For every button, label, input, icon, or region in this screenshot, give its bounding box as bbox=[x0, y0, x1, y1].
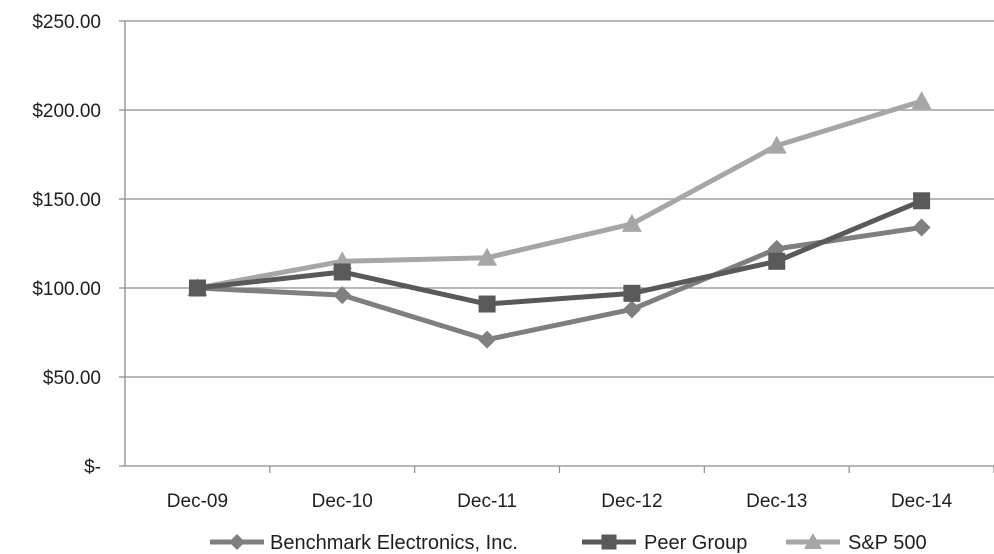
series-benchmark-electronics-inc bbox=[188, 218, 931, 349]
y-axis-tick-labels: $- $50.00 $100.00 $150.00 $200.00 $250.00 bbox=[32, 12, 101, 478]
series bbox=[187, 91, 932, 349]
x-tick-label: Dec-12 bbox=[601, 491, 662, 512]
data-point bbox=[623, 284, 641, 302]
series-line bbox=[196, 98, 923, 291]
data-point bbox=[333, 286, 352, 305]
y-tick-label: $- bbox=[84, 457, 101, 478]
legend-item: Peer Group bbox=[582, 532, 747, 554]
data-point bbox=[622, 300, 641, 319]
data-point bbox=[188, 279, 206, 297]
data-point bbox=[621, 213, 642, 232]
x-tick-label: Dec-11 bbox=[457, 491, 517, 512]
data-point bbox=[913, 192, 931, 210]
x-axis-tick-labels: Dec-09 Dec-10 Dec-11 Dec-12 Dec-13 Dec-14 bbox=[167, 491, 953, 512]
series-peer-group bbox=[188, 192, 931, 313]
x-tick-label: Dec-09 bbox=[167, 491, 228, 512]
legend-label: Benchmark Electronics, Inc. bbox=[270, 532, 518, 554]
y-tick-label: $200.00 bbox=[32, 101, 101, 122]
series-s-p-500 bbox=[187, 91, 932, 296]
legend-swatch-marker bbox=[804, 533, 822, 549]
data-point bbox=[766, 135, 787, 154]
axes bbox=[119, 21, 994, 473]
legend: Benchmark Electronics, Inc. Peer Group S&P… bbox=[210, 532, 927, 554]
data-point bbox=[912, 218, 931, 237]
series-line bbox=[197, 198, 923, 307]
series-line bbox=[197, 225, 922, 343]
data-point bbox=[478, 330, 497, 349]
x-tick-label: Dec-10 bbox=[312, 491, 373, 512]
y-tick-label: $50.00 bbox=[43, 368, 101, 389]
y-tick-label: $250.00 bbox=[32, 12, 101, 33]
y-tick-label: $100.00 bbox=[32, 279, 101, 300]
x-tick-label: Dec-13 bbox=[746, 491, 807, 512]
data-point bbox=[768, 252, 786, 270]
data-point bbox=[478, 295, 496, 313]
data-point bbox=[477, 247, 498, 266]
legend-label: S&P 500 bbox=[848, 532, 927, 554]
data-point bbox=[911, 91, 932, 110]
legend-item: S&P 500 bbox=[786, 532, 927, 554]
x-tick-label: Dec-14 bbox=[891, 491, 953, 512]
legend-swatch-marker bbox=[229, 534, 245, 550]
data-point bbox=[333, 263, 351, 281]
legend-swatch-marker bbox=[601, 534, 617, 550]
y-tick-label: $150.00 bbox=[32, 190, 101, 211]
gridlines bbox=[119, 20, 994, 378]
legend-item: Benchmark Electronics, Inc. bbox=[210, 532, 518, 554]
legend-label: Peer Group bbox=[644, 532, 747, 554]
